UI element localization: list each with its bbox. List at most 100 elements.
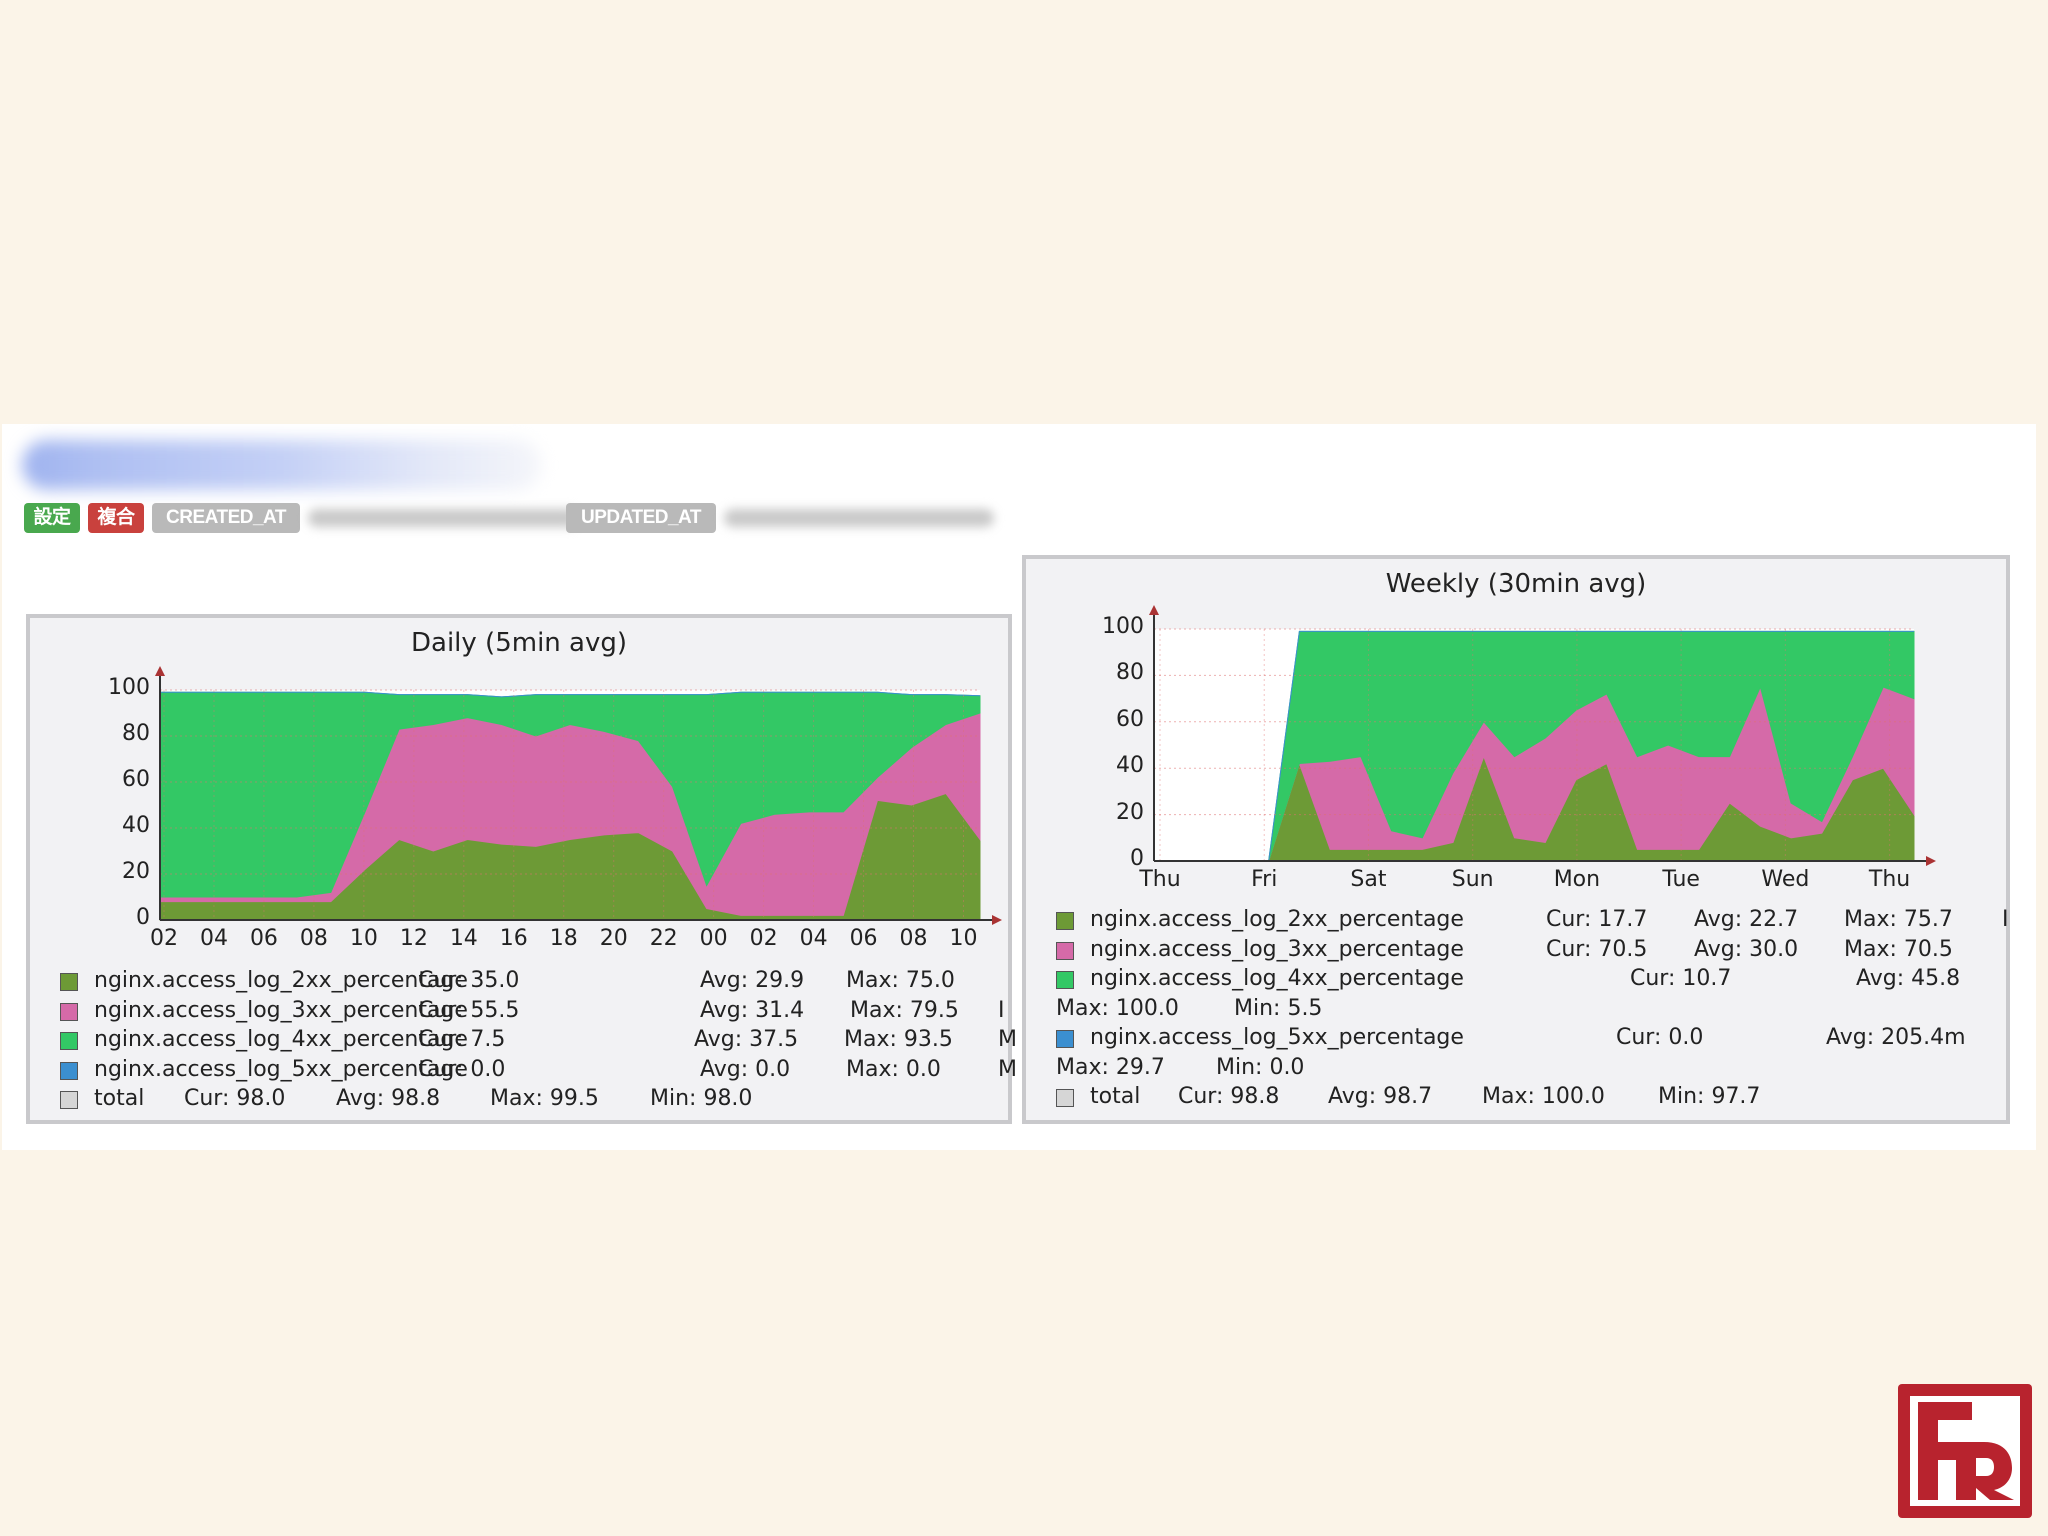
y-tick-label: 80 <box>122 721 150 746</box>
y-tick-label: 60 <box>122 767 150 792</box>
y-tick-label: 20 <box>1116 799 1144 825</box>
x-tick-label: Thu <box>1868 867 1911 892</box>
legend-total-name: total <box>1090 1084 1141 1109</box>
series-area-5xx <box>160 691 981 698</box>
legend-4xx-max: Max: 100.0 <box>1056 995 1179 1021</box>
daily-graph-title: Daily (5min avg) <box>411 628 627 658</box>
legend-cur: Cur: 55.5 <box>418 997 520 1023</box>
x-axis-arrow <box>1926 856 1936 866</box>
legend-avg: Avg: 29.9 <box>700 968 805 993</box>
x-tick-label: 10 <box>349 926 378 951</box>
y-axis-arrow <box>1149 605 1159 615</box>
legend-name-2xx: nginx.access_log_2xx_percentage <box>94 968 468 993</box>
legend-name-4xx: nginx.access_log_4xx_percentage <box>94 1027 468 1052</box>
legend-cur: Cur: 35.0 <box>418 968 520 993</box>
legend-total-avg: Avg: 98.7 <box>1328 1084 1433 1109</box>
legend-swatch-4xx <box>60 1032 78 1050</box>
x-tick-label: 14 <box>449 926 478 951</box>
legend-truncated: I <box>2002 907 2009 932</box>
legend-swatch-4xx <box>1056 971 1074 989</box>
x-tick-label: Wed <box>1761 867 1810 892</box>
legend-name-3xx: nginx.access_log_3xx_percentage <box>94 997 468 1023</box>
legend-avg: Avg: 31.4 <box>700 997 805 1023</box>
x-tick-label: Sat <box>1350 867 1387 892</box>
legend-cur: Cur: 10.7 <box>1630 966 1732 991</box>
legend-swatch-5xx <box>1056 1030 1074 1048</box>
legend-name-2xx: nginx.access_log_2xx_percentage <box>1090 907 1464 932</box>
series-area-5xx <box>1207 630 1914 862</box>
legend-max: Max: 70.5 <box>1844 936 1953 962</box>
legend-swatch-total <box>1056 1089 1074 1107</box>
fr-logo-mark <box>1918 1402 2014 1500</box>
legend-cur: Cur: 0.0 <box>418 1056 506 1082</box>
x-axis-arrow <box>992 915 1002 925</box>
x-tick-label: 00 <box>699 926 728 951</box>
x-tick-label: 06 <box>849 926 878 951</box>
legend-4xx-min: Min: 5.5 <box>1234 995 1323 1021</box>
x-tick-label: 10 <box>949 926 978 951</box>
legend-total-min: Min: 97.7 <box>1658 1084 1761 1109</box>
x-tick-label: 06 <box>249 926 278 951</box>
x-tick-label: 22 <box>649 926 678 951</box>
legend-total-cur: Cur: 98.8 <box>1178 1084 1280 1109</box>
y-tick-label: 100 <box>108 675 150 700</box>
legend-truncated: I <box>998 997 1005 1023</box>
legend-name-5xx: nginx.access_log_5xx_percentage <box>1090 1025 1464 1050</box>
legend-total-avg: Avg: 98.8 <box>336 1086 441 1111</box>
legend-5xx-min: Min: 0.0 <box>1216 1054 1305 1080</box>
legend-swatch-2xx <box>1056 912 1074 930</box>
daily-graph-plot <box>155 666 1002 925</box>
legend-swatch-5xx <box>60 1061 78 1080</box>
x-tick-label: 08 <box>299 926 328 951</box>
weekly-graph-plot <box>1149 605 1936 866</box>
legend-swatch-2xx <box>60 973 78 991</box>
legend-total-min: Min: 98.0 <box>650 1086 753 1111</box>
legend-max: Max: 79.5 <box>850 997 959 1023</box>
legend-swatch-total <box>60 1091 78 1109</box>
legend-cur: Cur: 7.5 <box>418 1027 506 1052</box>
y-tick-label: 40 <box>1116 753 1144 779</box>
legend-max: Max: 93.5 <box>844 1027 953 1052</box>
x-tick-label: 18 <box>549 926 578 951</box>
legend-name-4xx: nginx.access_log_4xx_percentage <box>1090 966 1464 991</box>
legend-max: Max: 0.0 <box>846 1056 941 1082</box>
x-tick-label: 08 <box>899 926 928 951</box>
legend-truncated: M <box>998 1056 1017 1082</box>
x-tick-label: 04 <box>199 926 228 951</box>
legend-swatch-3xx <box>1056 941 1074 960</box>
fr-logo <box>1898 1384 2032 1518</box>
x-tick-label: Mon <box>1553 867 1601 892</box>
composite-badge: 複合 <box>88 503 144 533</box>
settings-badge[interactable]: 設定 <box>24 503 80 533</box>
x-tick-label: 02 <box>150 926 178 951</box>
x-tick-label: Sun <box>1451 867 1494 892</box>
legend-max: Max: 75.0 <box>846 968 955 993</box>
legend-avg: Avg: 205.4m <box>1826 1025 1966 1050</box>
y-tick-label: 100 <box>1102 614 1144 639</box>
updated-at-badge: UPDATED_AT <box>566 503 716 533</box>
y-tick-label: 0 <box>1130 846 1144 871</box>
y-tick-label: 80 <box>1116 660 1144 686</box>
y-axis-arrow <box>155 666 165 676</box>
legend-total-max: Max: 100.0 <box>1482 1084 1605 1109</box>
daily-graph[interactable]: Daily (5min avg) 0 20 40 60 80 100 02 04 06 08 10 1… <box>26 614 1017 1124</box>
x-tick-label: 20 <box>599 926 628 951</box>
legend-max: Max: 75.7 <box>1844 907 1953 932</box>
x-tick-label: Thu <box>1139 867 1181 892</box>
x-tick-label: 02 <box>749 926 778 951</box>
legend-5xx-max: Max: 29.7 <box>1056 1054 1165 1080</box>
y-tick-label: 20 <box>122 859 150 884</box>
created-at-value-blurred <box>308 509 578 527</box>
legend-name-5xx: nginx.access_log_5xx_percentage <box>94 1056 468 1082</box>
legend-total-max: Max: 99.5 <box>490 1086 599 1111</box>
legend-cur: Cur: 17.7 <box>1546 907 1648 932</box>
legend-avg: Avg: 22.7 <box>1694 907 1799 932</box>
legend-avg: Avg: 37.5 <box>694 1027 799 1052</box>
weekly-graph[interactable]: Weekly (30min avg) 0 20 40 60 80 100 Thu Fri Sat… <box>1022 555 2010 1124</box>
y-tick-label: 40 <box>122 813 150 838</box>
legend-avg: Avg: 30.0 <box>1694 936 1799 962</box>
legend-cur: Cur: 0.0 <box>1616 1025 1704 1050</box>
legend-total-cur: Cur: 98.0 <box>184 1086 286 1111</box>
x-tick-label: 16 <box>499 926 528 951</box>
legend-avg: Avg: 45.8 <box>1856 966 1961 991</box>
